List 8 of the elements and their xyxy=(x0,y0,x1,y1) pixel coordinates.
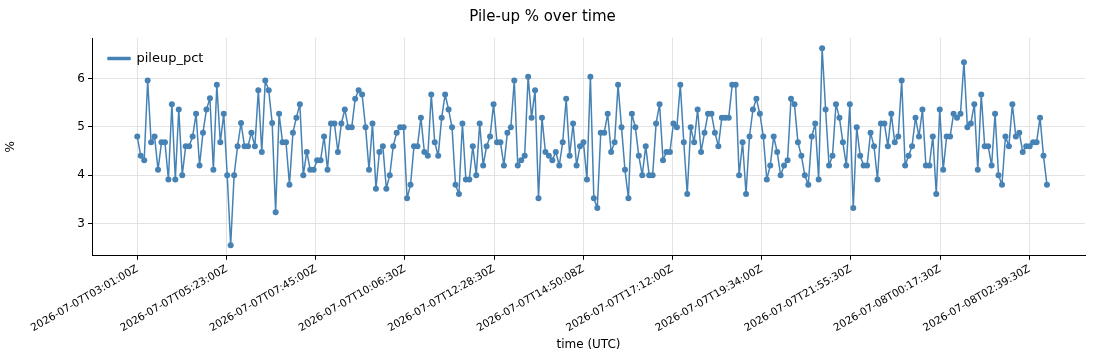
legend-label: pileup_pct xyxy=(136,49,204,65)
y-tick-label: 4 xyxy=(77,167,85,182)
chart-title: Pile-up % over time xyxy=(469,6,616,25)
y-tick-label: 3 xyxy=(77,215,85,230)
y-tick-label: 6 xyxy=(77,70,85,85)
x-axis-title: time (UTC) xyxy=(556,336,621,351)
y-axis-title: % xyxy=(3,141,18,153)
y-tick-label: 5 xyxy=(77,118,85,133)
